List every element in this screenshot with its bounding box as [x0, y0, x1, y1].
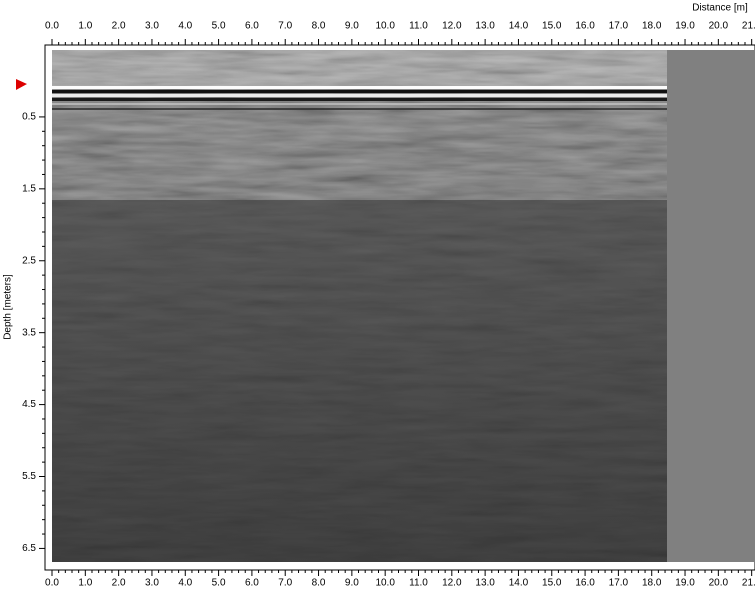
x-tick-label-top: 21.0	[742, 21, 755, 32]
x-tick-label-bottom: 16.0	[575, 578, 595, 589]
x-tick-label-top: 1.0	[78, 21, 92, 32]
x-tick-label-top: 8.0	[312, 21, 326, 32]
x-tick-label-top: 9.0	[345, 21, 359, 32]
y-tick-label: 5.5	[22, 471, 36, 482]
x-tick-label-top: 12.0	[442, 21, 462, 32]
x-tick-label-top: 17.0	[609, 21, 629, 32]
x-tick-label-bottom: 4.0	[178, 578, 192, 589]
x-tick-label-top: 6.0	[245, 21, 259, 32]
x-tick-label-top: 19.0	[675, 21, 695, 32]
x-tick-label-bottom: 13.0	[475, 578, 495, 589]
scan-image	[52, 50, 667, 562]
x-tick-label-bottom: 18.0	[642, 578, 662, 589]
x-tick-label-top: 14.0	[509, 21, 529, 32]
y-tick-label: 2.5	[22, 255, 36, 266]
x-tick-label-bottom: 5.0	[212, 578, 226, 589]
x-tick-label-bottom: 12.0	[442, 578, 462, 589]
y-tick-label: 6.5	[22, 543, 36, 554]
x-tick-label-bottom: 6.0	[245, 578, 259, 589]
x-tick-label-top: 3.0	[145, 21, 159, 32]
x-tick-label-top: 10.0	[375, 21, 395, 32]
x-tick-label-top: 5.0	[212, 21, 226, 32]
x-tick-label-bottom: 8.0	[312, 578, 326, 589]
x-axis-title: Distance [m]	[692, 3, 748, 14]
x-tick-label-bottom: 1.0	[78, 578, 92, 589]
y-tick-label: 4.5	[22, 399, 36, 410]
x-tick-label-bottom: 20.0	[709, 578, 729, 589]
x-tick-label-bottom: 2.0	[112, 578, 126, 589]
x-tick-label-bottom: 21.0	[742, 578, 755, 589]
x-tick-label-bottom: 19.0	[675, 578, 695, 589]
x-tick-label-bottom: 17.0	[609, 578, 629, 589]
x-tick-label-top: 0.0	[45, 21, 59, 32]
x-tick-label-bottom: 7.0	[278, 578, 292, 589]
x-tick-label-bottom: 10.0	[375, 578, 395, 589]
x-tick-label-top: 4.0	[178, 21, 192, 32]
x-tick-label-top: 2.0	[112, 21, 126, 32]
x-tick-label-bottom: 15.0	[542, 578, 562, 589]
x-tick-label-top: 15.0	[542, 21, 562, 32]
x-tick-label-top: 13.0	[475, 21, 495, 32]
y-axis-title: Depth [meters]	[3, 274, 14, 340]
empty-region	[667, 50, 755, 562]
x-tick-label-bottom: 3.0	[145, 578, 159, 589]
x-tick-label-top: 11.0	[409, 21, 428, 32]
x-tick-label-bottom: 14.0	[509, 578, 529, 589]
x-tick-label-top: 16.0	[575, 21, 595, 32]
y-tick-label: 3.5	[22, 327, 36, 338]
y-tick-label: 0.5	[22, 112, 36, 123]
x-tick-label-bottom: 0.0	[45, 578, 59, 589]
x-tick-label-top: 18.0	[642, 21, 662, 32]
y-tick-label: 1.5	[22, 183, 36, 194]
x-tick-label-top: 7.0	[278, 21, 292, 32]
x-tick-label-bottom: 9.0	[345, 578, 359, 589]
surface-marker	[16, 79, 27, 90]
x-tick-label-top: 20.0	[709, 21, 729, 32]
x-tick-label-bottom: 11.0	[409, 578, 428, 589]
